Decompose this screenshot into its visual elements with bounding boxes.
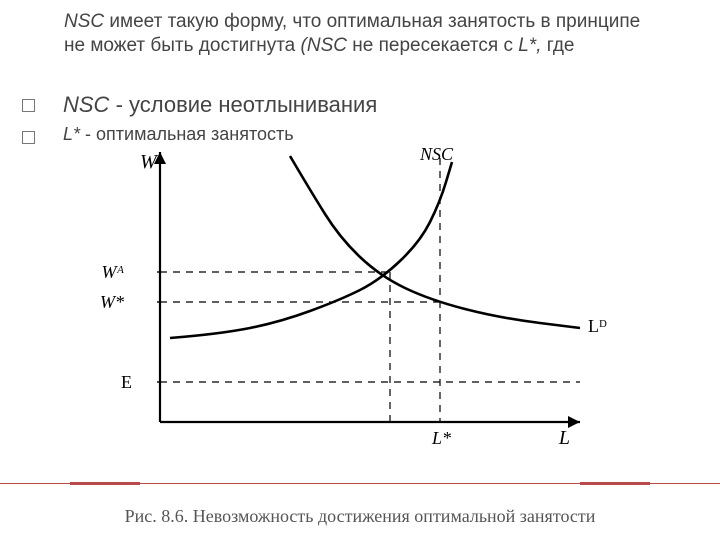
svg-text:NSC: NSC — [419, 144, 454, 164]
figure-caption: Рис. 8.6. Невозможность достижения оптим… — [0, 506, 720, 528]
svg-text:Wᴬ: Wᴬ — [102, 262, 125, 282]
bullet-text: NSC - условие неотлынивания — [63, 92, 377, 118]
svg-text:W: W — [140, 151, 159, 173]
bullet-marker — [22, 131, 35, 144]
svg-text:L*: L* — [431, 428, 451, 448]
caption-prefix: Рис. 8.6. — [125, 506, 189, 526]
seg-nsc: NSC — [64, 11, 104, 32]
seg6: где — [541, 35, 574, 56]
svg-text:E: E — [121, 372, 132, 392]
seg5: L*, — [518, 35, 541, 56]
caption-text: Невозможность достижения оптимальной зан… — [193, 506, 596, 526]
svg-text:Lᴰ: Lᴰ — [588, 316, 607, 336]
list-item: NSC - условие неотлынивания — [22, 92, 662, 118]
svg-text:L: L — [558, 427, 570, 449]
svg-text:W*: W* — [100, 292, 124, 312]
economics-chart: W L L* Wᴬ W* E NSC Lᴰ — [80, 142, 620, 502]
seg4: не пересекается с — [347, 35, 518, 56]
footer-divider — [0, 483, 720, 484]
intro-paragraph: NSC имеет такую форму, что оптимальная з… — [64, 10, 654, 58]
bullet-marker — [22, 99, 35, 112]
seg3: (NSC — [301, 35, 347, 56]
